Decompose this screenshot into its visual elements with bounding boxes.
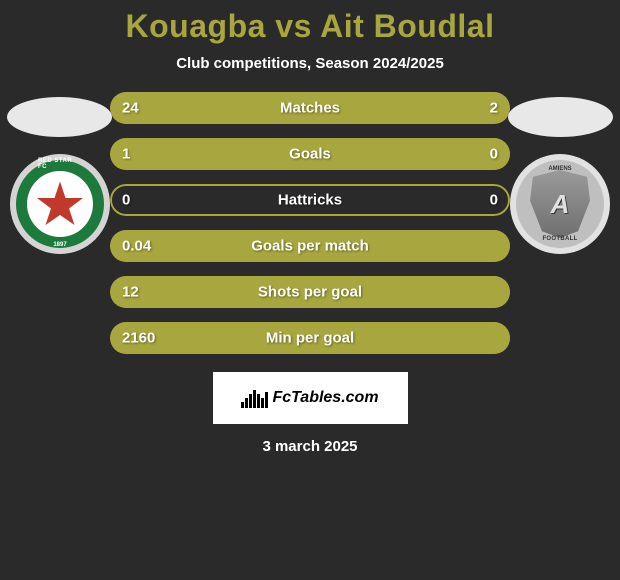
brand-bars-icon xyxy=(241,388,268,408)
left-team-crest: RED STAR FC 1897 xyxy=(10,154,110,254)
stat-label: Min per goal xyxy=(266,330,354,347)
brand-box: FcTables.com xyxy=(213,372,408,424)
stat-left-value: 24 xyxy=(122,100,139,117)
stat-row: 24 Matches 2 xyxy=(110,92,510,124)
left-team-oval xyxy=(7,97,112,137)
brand-bar xyxy=(245,398,248,408)
stat-label: Goals xyxy=(289,146,331,163)
crest-ring: RED STAR FC 1897 xyxy=(16,160,104,248)
stat-bars: 24 Matches 2 1 Goals 0 0 Hattricks 0 0.04 Goals pe… xyxy=(110,92,510,354)
brand-bar xyxy=(265,392,268,408)
brand-bar xyxy=(253,390,256,408)
comparison-panel: RED STAR FC 1897 AMIENS A FOOTBALL 24 Mat… xyxy=(0,92,620,354)
brand-text: FcTables.com xyxy=(272,389,378,407)
brand-bar xyxy=(257,394,260,408)
subtitle: Club competitions, Season 2024/2025 xyxy=(0,55,620,72)
crest-top-text: RED STAR FC xyxy=(38,158,82,170)
stat-left-value: 0.04 xyxy=(122,238,151,255)
stat-right-value: 0 xyxy=(490,192,498,209)
stat-label: Matches xyxy=(280,100,340,117)
stat-right-value: 2 xyxy=(490,100,498,117)
stat-left-value: 1 xyxy=(122,146,130,163)
crest-bottom-text: FOOTBALL xyxy=(542,236,577,242)
crest-ring: AMIENS A FOOTBALL xyxy=(516,160,604,248)
stat-label: Goals per match xyxy=(251,238,369,255)
shield-icon: A xyxy=(530,170,590,238)
brand-bar xyxy=(249,394,252,408)
stat-row: 0 Hattricks 0 xyxy=(110,184,510,216)
brand-bar xyxy=(261,398,264,408)
crest-inner-circle xyxy=(27,171,93,237)
stat-left-value: 2160 xyxy=(122,330,155,347)
stat-right-value: 0 xyxy=(490,146,498,163)
stat-left-value: 12 xyxy=(122,284,139,301)
right-team-oval xyxy=(508,97,613,137)
stat-row: 12 Shots per goal xyxy=(110,276,510,308)
date-label: 3 march 2025 xyxy=(0,438,620,455)
stat-row: 1 Goals 0 xyxy=(110,138,510,170)
stat-row: 2160 Min per goal xyxy=(110,322,510,354)
stat-row: 0.04 Goals per match xyxy=(110,230,510,262)
stat-label: Hattricks xyxy=(278,192,342,209)
brand-bar xyxy=(241,402,244,408)
page-title: Kouagba vs Ait Boudlal xyxy=(0,0,620,45)
star-icon xyxy=(35,179,85,229)
stat-left-value: 0 xyxy=(122,192,130,209)
shield-letter: A xyxy=(551,189,570,220)
right-team-crest: AMIENS A FOOTBALL xyxy=(510,154,610,254)
stat-label: Shots per goal xyxy=(258,284,362,301)
crest-bottom-text: 1897 xyxy=(53,242,66,248)
